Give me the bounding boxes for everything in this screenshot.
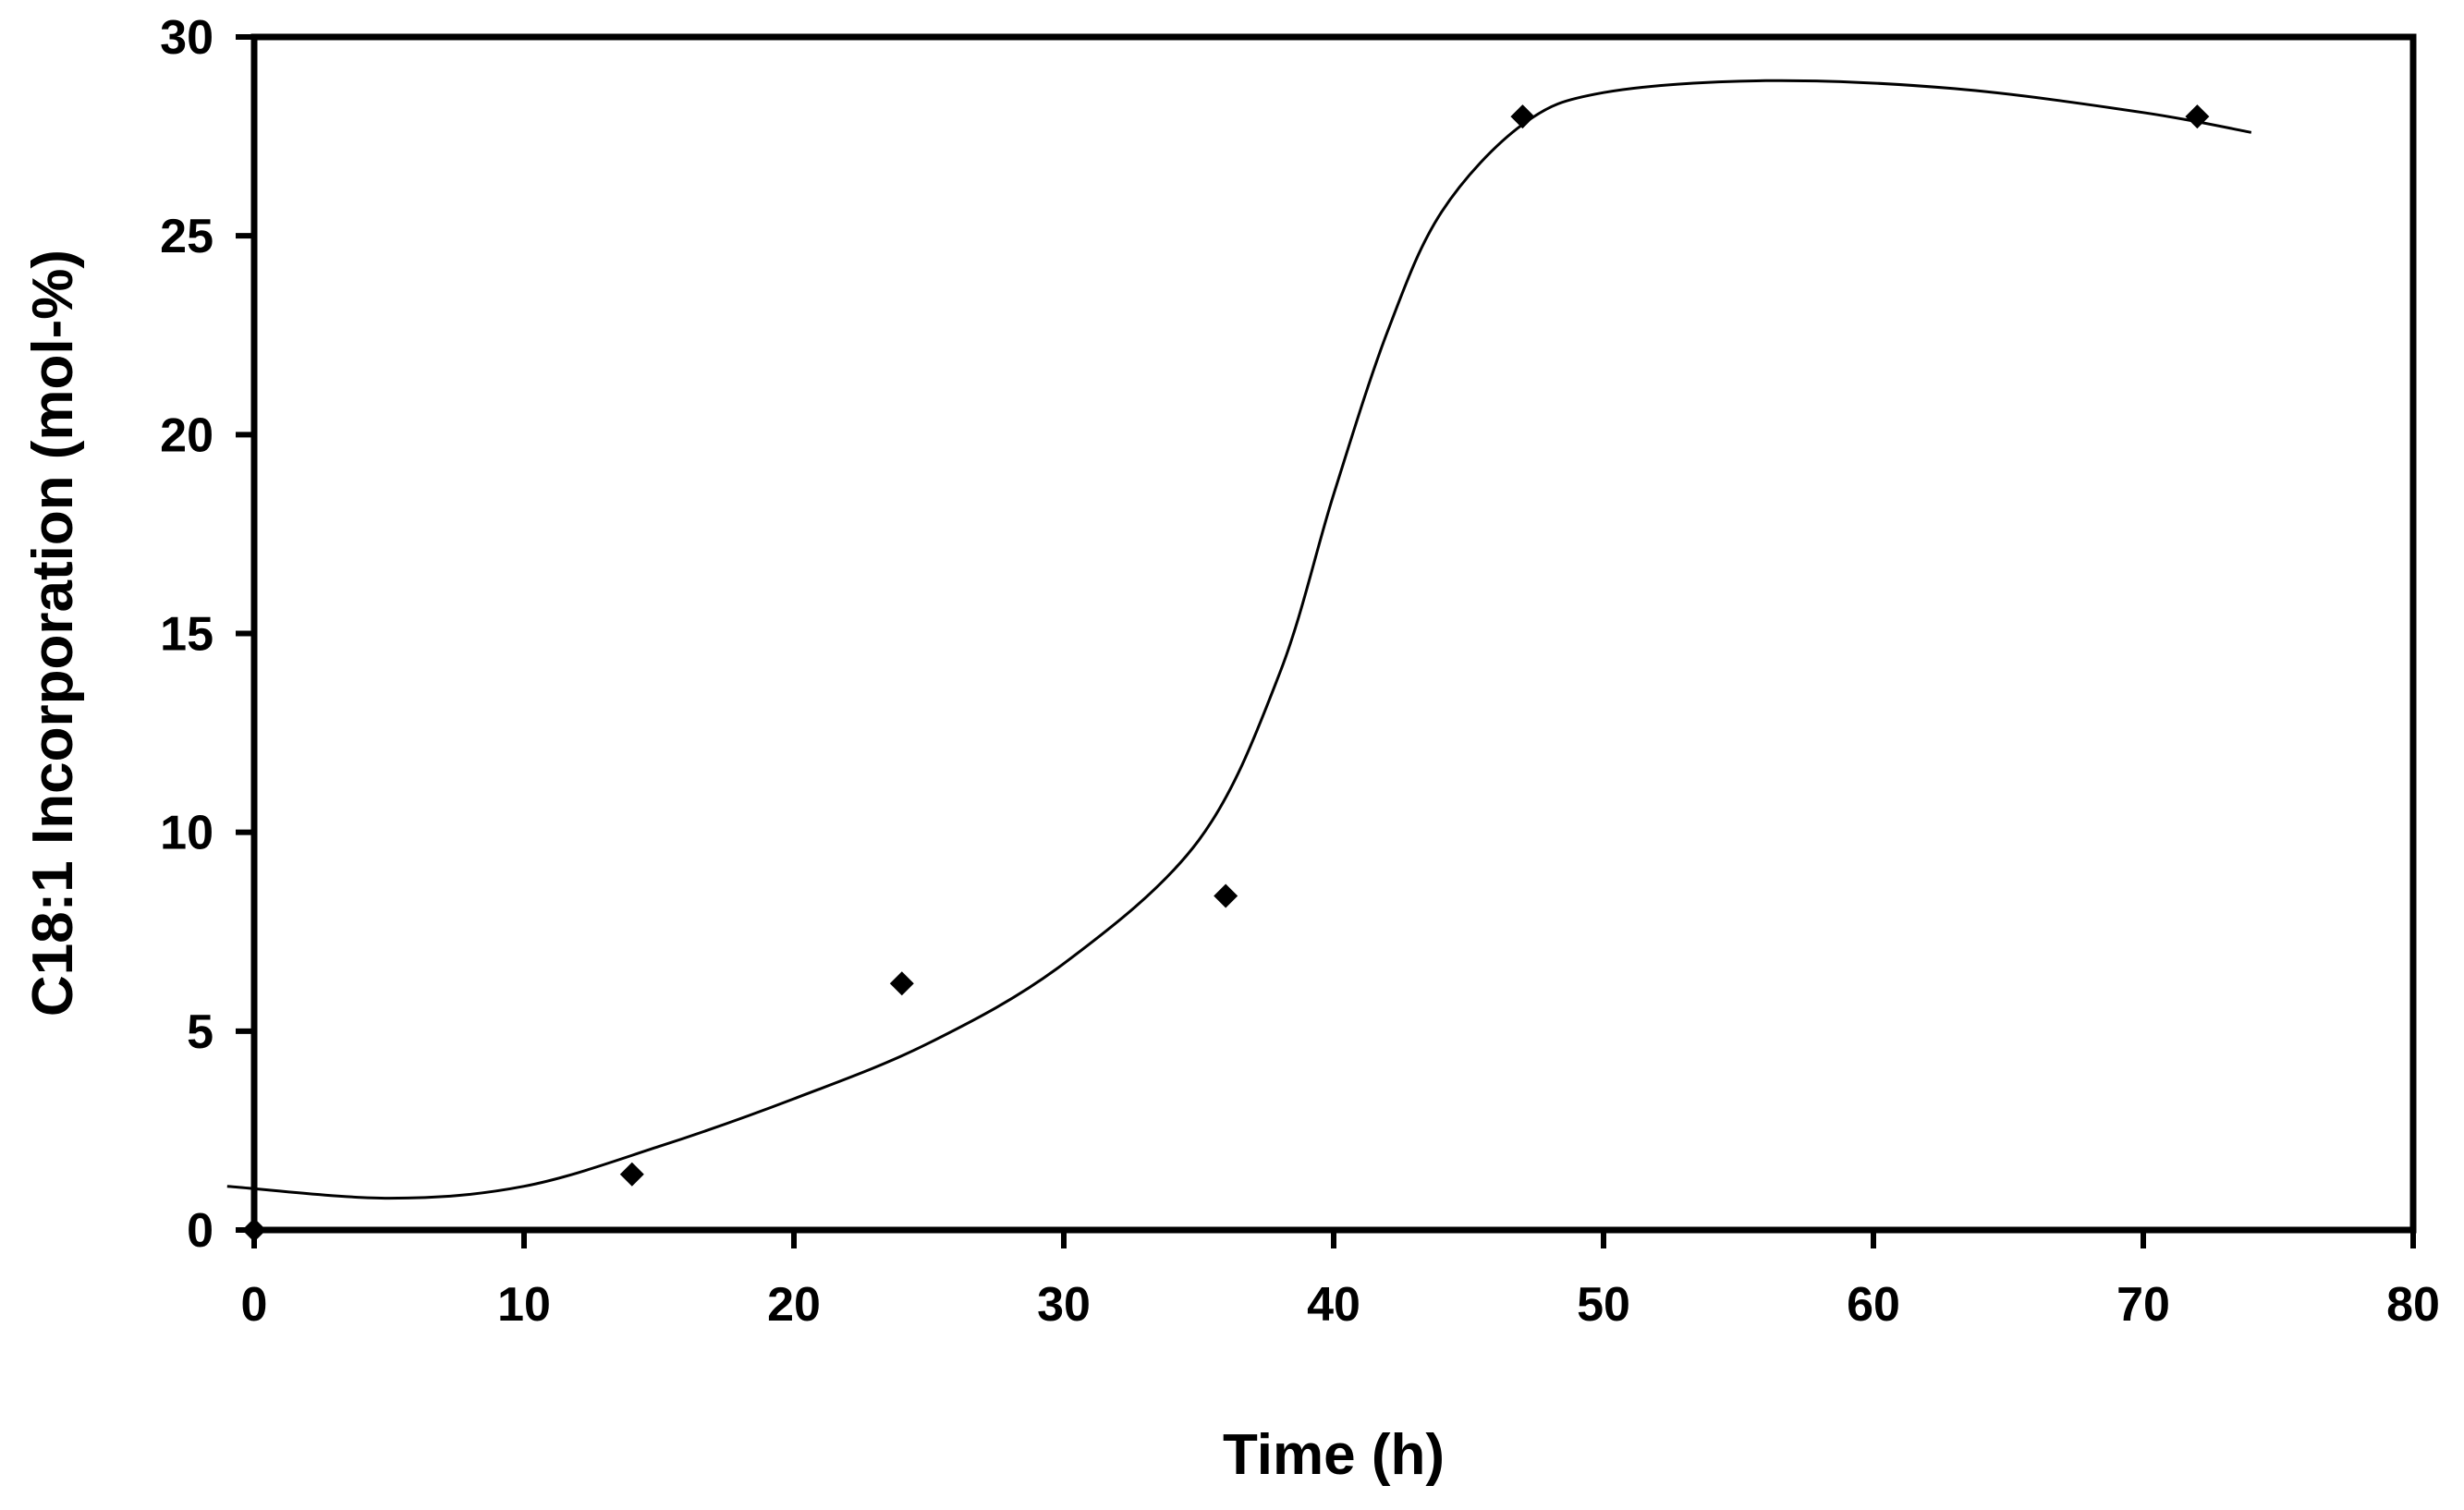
data-point xyxy=(1214,883,1238,908)
x-tick-label: 0 xyxy=(241,1278,268,1332)
x-axis-title: Time (h) xyxy=(1223,1423,1445,1487)
y-tick-label: 5 xyxy=(187,1005,213,1059)
x-axis: 0 10 20 30 40 50 60 70 80 xyxy=(241,1230,2440,1332)
x-tick-label: 40 xyxy=(1307,1278,1360,1332)
y-tick-label: 30 xyxy=(160,11,213,65)
x-tick-label: 80 xyxy=(2386,1278,2440,1332)
x-tick-label: 60 xyxy=(1847,1278,1900,1332)
data-point xyxy=(619,1162,644,1187)
y-axis-title: C18:1 Incorporation (mol-%) xyxy=(21,250,85,1017)
y-tick-label: 15 xyxy=(160,608,213,662)
x-tick-label: 50 xyxy=(1577,1278,1630,1332)
y-tick-label: 10 xyxy=(160,807,213,860)
data-point xyxy=(889,971,914,996)
fit-curve xyxy=(226,79,2252,1200)
data-point xyxy=(2185,104,2210,129)
plot-area xyxy=(250,33,2417,1234)
x-tick-label: 20 xyxy=(767,1278,821,1332)
data-markers xyxy=(242,104,2210,1242)
y-tick-label: 25 xyxy=(160,210,213,263)
y-tick-label: 20 xyxy=(160,408,213,462)
x-tick-label: 30 xyxy=(1037,1278,1091,1332)
y-axis: 0 5 10 15 20 25 30 xyxy=(160,11,254,1258)
data-point xyxy=(242,1218,266,1242)
y-tick-label: 0 xyxy=(187,1204,213,1258)
x-tick-label: 70 xyxy=(2116,1278,2170,1332)
x-tick-label: 10 xyxy=(497,1278,551,1332)
data-point xyxy=(1510,104,1535,129)
